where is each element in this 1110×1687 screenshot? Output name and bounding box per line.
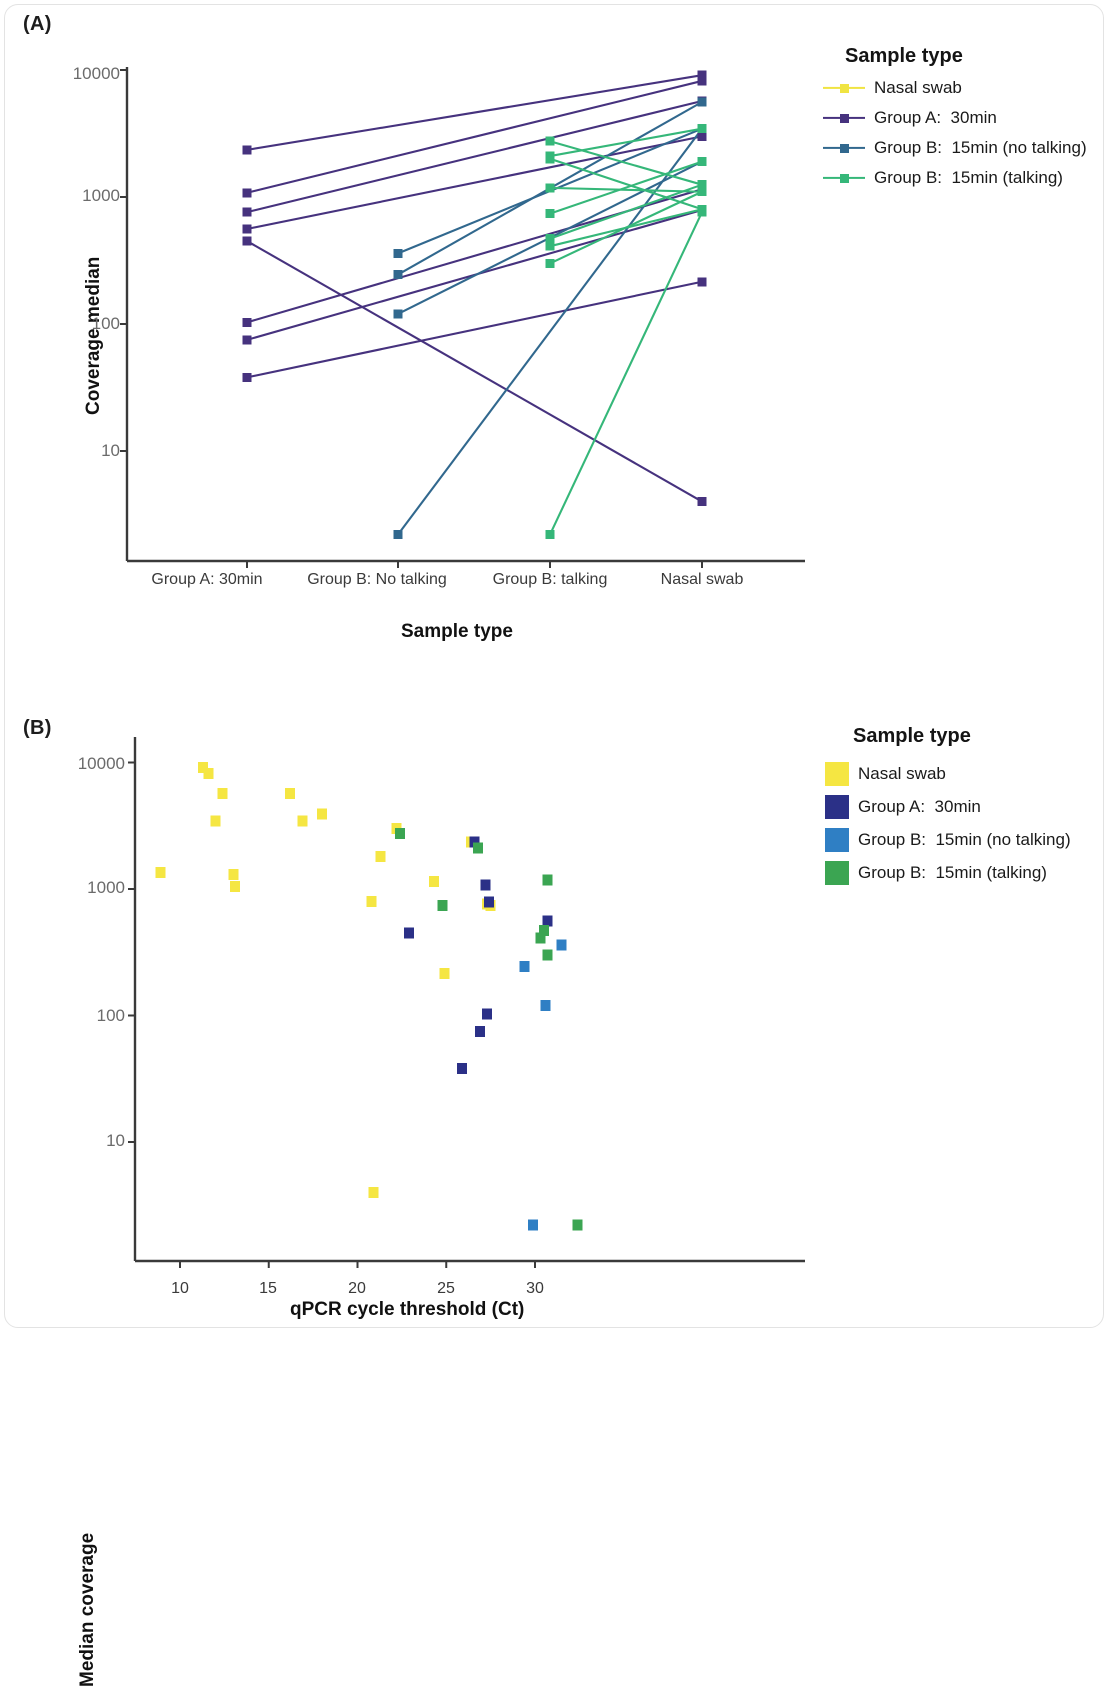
group-a-line-key-icon: [823, 110, 865, 126]
figure-frame: (A) Coverage median Sample type 10000 10…: [4, 4, 1105, 1687]
nasal-swab-line-key-icon: [823, 80, 865, 96]
panel-b-legend-item-nasal-swab[interactable]: Nasal swab: [825, 762, 946, 786]
panel-b-legend-label-2: Group B: 15min (no talking): [858, 830, 1071, 849]
panel-a-legend-title: Sample type: [845, 45, 963, 67]
panel-a: (A) Coverage median Sample type 10000 10…: [5, 5, 1105, 665]
nasal-swab-swatch-icon: [825, 762, 849, 786]
panel-b: (B) Median coverage qPCR cycle threshold…: [5, 665, 1105, 1687]
panel-b-ytick-1000: 1000: [87, 878, 125, 897]
group-b-no-talking-swatch-icon: [825, 828, 849, 852]
panel-a-label: (A): [23, 13, 52, 35]
panel-b-legend-item-group-b-no-talking[interactable]: Group B: 15min (no talking): [825, 828, 1071, 852]
panel-b-plot-area: [128, 737, 805, 1268]
panel-a-ytick-10: 10: [101, 441, 120, 460]
panel-b-ytick-10: 10: [106, 1131, 125, 1150]
panel-b-legend-item-group-b-talking[interactable]: Group B: 15min (talking): [825, 861, 1047, 885]
panel-b-xtick-20: 20: [348, 1280, 366, 1297]
group-b-talking-swatch-icon: [825, 861, 849, 885]
panel-b-ytick-10000: 10000: [77, 754, 125, 773]
panel-b-xtick-30: 30: [526, 1280, 544, 1297]
panel-a-xtick-group-b-no-talking: Group B: No talking: [307, 571, 447, 588]
panel-a-legend-item-group-b-no-talking[interactable]: Group B: 15min (no talking): [823, 138, 1087, 158]
panel-a-x-axis-title: Sample type: [401, 621, 513, 642]
panel-b-x-axis-title: qPCR cycle threshold (Ct): [290, 1299, 525, 1320]
panel-b-legend-item-group-a-30min[interactable]: Group A: 30min: [825, 795, 981, 819]
panel-a-legend-label-0: Nasal swab: [874, 78, 962, 97]
panel-a-ytick-10000: 10000: [72, 64, 120, 83]
panel-b-ytick-100: 100: [96, 1006, 125, 1025]
panel-a-plot-area: [120, 67, 805, 568]
panel-b-xtick-10: 10: [171, 1280, 189, 1297]
group-b-talking-line-key-icon: [823, 170, 865, 186]
panel-a-legend-label-1: Group A: 30min: [874, 108, 997, 127]
panel-b-legend-label-1: Group A: 30min: [858, 797, 981, 816]
panel-a-xtick-group-b-talking: Group B: talking: [492, 571, 608, 588]
group-a-swatch-icon: [825, 795, 849, 819]
panel-a-ytick-100: 100: [91, 314, 120, 333]
panel-b-xtick-25: 25: [437, 1280, 455, 1297]
panel-a-legend-item-group-a-30min[interactable]: Group A: 30min: [823, 108, 997, 128]
panel-a-legend-label-2: Group B: 15min (no talking): [874, 138, 1087, 157]
panel-a-legend-item-nasal-swab[interactable]: Nasal swab: [823, 78, 962, 98]
panel-a-ytick-1000: 1000: [82, 186, 120, 205]
panel-b-label: (B): [23, 717, 52, 739]
panel-b-y-axis-title: Median coverage: [77, 1532, 98, 1687]
group-b-no-talking-line-key-icon: [823, 140, 865, 156]
panel-a-xtick-nasal-swab: Nasal swab: [660, 571, 744, 588]
panel-a-legend-label-3: Group B: 15min (talking): [874, 168, 1063, 187]
panel-b-xtick-15: 15: [259, 1280, 277, 1297]
panel-b-legend-label-3: Group B: 15min (talking): [858, 863, 1047, 882]
panel-a-legend-item-group-b-talking[interactable]: Group B: 15min (talking): [823, 168, 1063, 188]
panel-b-legend-label-0: Nasal swab: [858, 764, 946, 783]
panel-a-xtick-group-a-30min: Group A: 30min: [151, 571, 263, 588]
panel-b-legend-title: Sample type: [853, 725, 971, 747]
